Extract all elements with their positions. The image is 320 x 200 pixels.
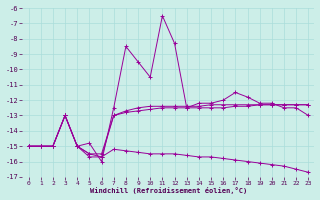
X-axis label: Windchill (Refroidissement éolien,°C): Windchill (Refroidissement éolien,°C) xyxy=(90,187,247,194)
